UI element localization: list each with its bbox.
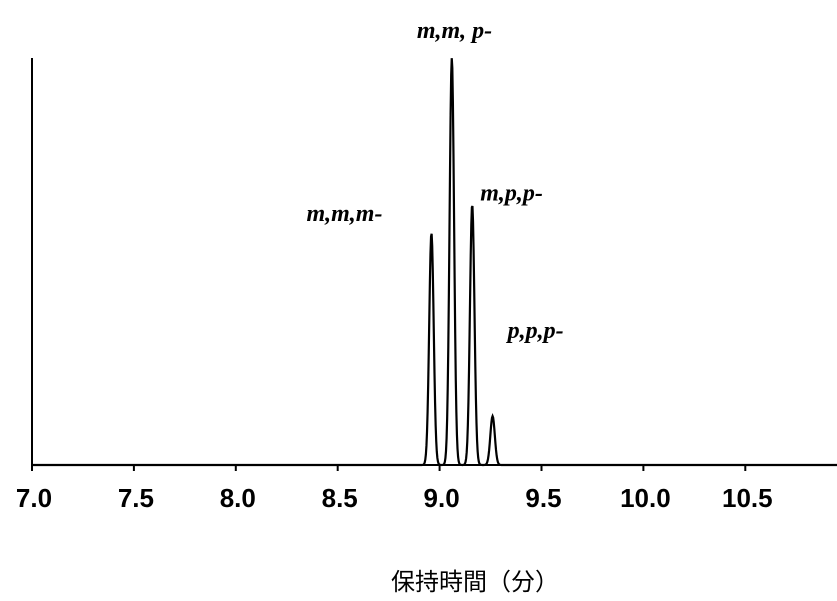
peak-label: p,p,p- <box>506 318 564 344</box>
x-tick-label: 9.0 <box>424 483 460 513</box>
x-tick-label: 10.5 <box>722 483 773 513</box>
x-tick-label: 9.5 <box>525 483 561 513</box>
peak-label: m,m, p- <box>417 18 492 44</box>
x-tick-label: 8.0 <box>220 483 256 513</box>
chromatogram-trace <box>32 58 837 467</box>
peak-labels: m,m,m-m,m, p-m,p,p-p,p,p- <box>306 18 563 344</box>
x-axis-label: 保持時間（分） <box>391 568 559 596</box>
x-tick-label: 10.0 <box>620 483 671 513</box>
peak-label: m,m,m- <box>306 201 382 227</box>
peak-label: m,p,p- <box>480 181 543 207</box>
x-tick-label: 7.5 <box>118 483 154 513</box>
x-tick-label: 7.0 <box>16 483 52 513</box>
x-tick-label: 8.5 <box>322 483 358 513</box>
x-tick-labels: 7.0 7.5 8.0 8.5 9.0 9.5 10.0 10.5 <box>16 483 773 513</box>
